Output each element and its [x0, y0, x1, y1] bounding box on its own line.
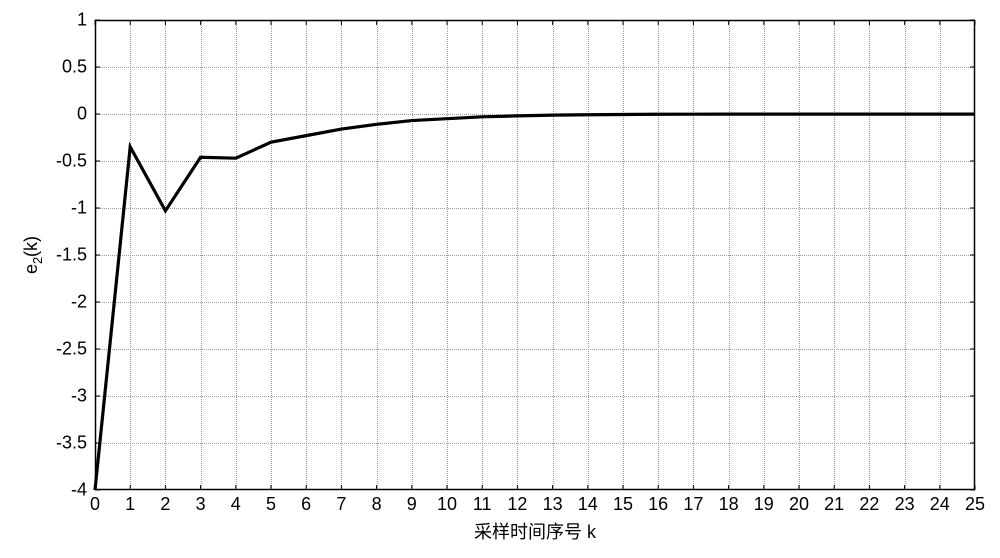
x-tick-label: 7: [336, 494, 346, 515]
x-tick-label: 18: [719, 494, 739, 515]
y-tick-label: -1.5: [56, 245, 87, 266]
x-tick-label: 1: [125, 494, 135, 515]
x-tick-label: 25: [965, 494, 985, 515]
x-tick-label: 17: [683, 494, 703, 515]
y-tick-label: -3: [71, 386, 87, 407]
x-tick-label: 23: [895, 494, 915, 515]
y-axis-label-main: e: [21, 264, 41, 274]
y-tick-label: -3.5: [56, 433, 87, 454]
y-tick-label: 1: [77, 10, 87, 31]
y-tick-label: -1: [71, 198, 87, 219]
y-tick-label: 0: [77, 104, 87, 125]
y-axis-label-sub: 2: [31, 257, 45, 264]
plot-svg: [95, 20, 975, 490]
x-tick-label: 14: [578, 494, 598, 515]
x-tick-label: 13: [543, 494, 563, 515]
y-tick-label: 0.5: [62, 57, 87, 78]
x-tick-label: 5: [266, 494, 276, 515]
x-tick-label: 16: [648, 494, 668, 515]
x-tick-label: 2: [160, 494, 170, 515]
y-axis-label-suffix: (k): [21, 236, 41, 257]
x-axis-label: 采样时间序号 k: [474, 518, 596, 544]
x-tick-label: 6: [301, 494, 311, 515]
x-tick-label: 10: [437, 494, 457, 515]
x-tick-label: 12: [507, 494, 527, 515]
y-tick-label: -0.5: [56, 151, 87, 172]
x-tick-label: 0: [90, 494, 100, 515]
x-tick-label: 21: [824, 494, 844, 515]
x-tick-label: 11: [473, 494, 492, 515]
x-tick-label: 19: [754, 494, 774, 515]
y-tick-label: -4: [71, 480, 87, 501]
x-tick-label: 22: [859, 494, 879, 515]
x-tick-label: 20: [789, 494, 809, 515]
x-tick-label: 3: [196, 494, 206, 515]
x-tick-label: 4: [231, 494, 241, 515]
series-line-e2: [95, 114, 975, 490]
x-tick-label: 8: [372, 494, 382, 515]
plot-area: [95, 20, 975, 490]
plot-border: [96, 21, 975, 490]
figure-root: 0123456789101112131415161718192021222324…: [0, 0, 1000, 558]
y-tick-label: -2.5: [56, 339, 87, 360]
y-axis-label: e2(k): [21, 236, 45, 274]
y-tick-label: -2: [71, 292, 87, 313]
x-tick-label: 24: [930, 494, 950, 515]
x-tick-label: 9: [407, 494, 417, 515]
x-tick-label: 15: [613, 494, 633, 515]
